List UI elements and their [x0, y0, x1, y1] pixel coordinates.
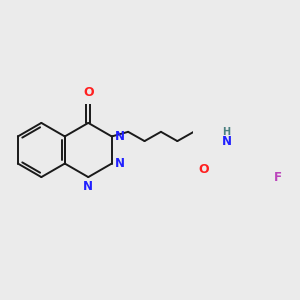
Text: N: N	[221, 135, 232, 148]
Text: N: N	[115, 130, 124, 143]
Text: O: O	[83, 86, 94, 99]
Text: O: O	[198, 163, 209, 176]
Text: N: N	[83, 180, 93, 193]
Text: H: H	[223, 127, 231, 137]
Text: N: N	[115, 157, 124, 170]
Text: F: F	[274, 171, 282, 184]
